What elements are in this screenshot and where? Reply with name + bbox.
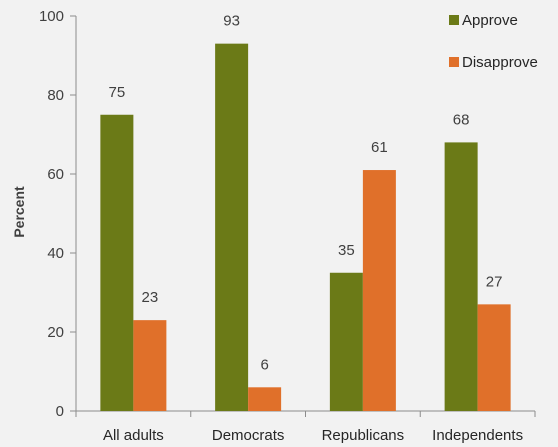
data-label: 6	[260, 356, 268, 373]
y-axis-label: Percent	[11, 186, 27, 238]
data-label: 23	[142, 289, 159, 306]
data-labels: 75 23 93 6 35 61 68 27	[109, 13, 503, 374]
legend-swatch	[449, 57, 459, 67]
bar-approve	[100, 114, 134, 411]
axes: 0 20 40 60 80 100 All adults Democrats Republica…	[39, 8, 536, 444]
x-tick-label: Independents	[432, 427, 523, 444]
bar-disapprove	[133, 320, 167, 411]
data-label: 35	[338, 242, 355, 259]
y-tick-label: 60	[47, 166, 64, 183]
data-label: 93	[223, 13, 240, 30]
legend-label: Disapprove	[462, 54, 538, 71]
bar-approve	[444, 142, 478, 411]
bar-disapprove	[477, 304, 511, 411]
legend-label: Approve	[462, 12, 518, 29]
data-label: 68	[453, 111, 470, 128]
bars	[100, 43, 511, 412]
y-tick-label: 20	[47, 324, 64, 341]
y-tick-label: 80	[47, 87, 64, 104]
bar-disapprove	[362, 170, 396, 411]
x-tick-label: Democrats	[212, 427, 285, 444]
legend: Approve Disapprove	[449, 12, 538, 71]
data-label: 75	[109, 84, 126, 101]
x-tick-label: Republicans	[322, 427, 405, 444]
bar-approve	[215, 43, 249, 412]
bar-disapprove	[248, 387, 282, 411]
y-tick-label: 100	[39, 8, 64, 25]
y-tick-label: 0	[56, 403, 64, 420]
y-tick-label: 40	[47, 245, 64, 262]
data-label: 61	[371, 139, 388, 156]
data-label: 27	[486, 273, 503, 290]
bar-approve	[329, 272, 363, 411]
legend-swatch	[449, 15, 459, 25]
x-tick-label: All adults	[103, 427, 164, 444]
